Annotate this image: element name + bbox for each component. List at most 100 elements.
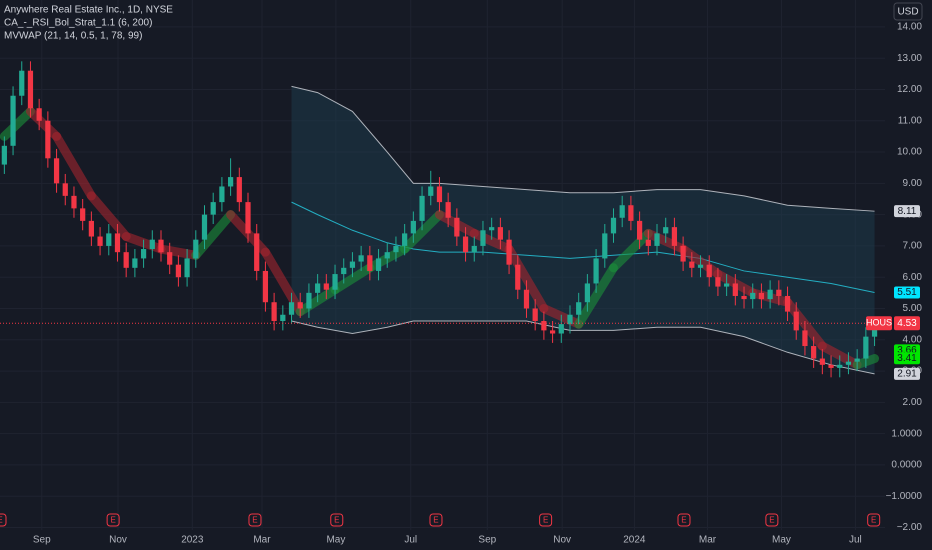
symbol-label: HOUS: [866, 318, 892, 328]
candle-body: [819, 358, 825, 365]
candle-body: [315, 283, 321, 293]
price-label-box: [894, 286, 920, 299]
candle-body: [341, 267, 347, 275]
candle-body: [201, 214, 208, 240]
candle-body: [784, 295, 791, 312]
candle-body: [53, 158, 60, 184]
candle-body: [523, 289, 530, 309]
y-tick-label: −1.0000: [886, 491, 923, 502]
candle-body: [845, 361, 852, 365]
candle-body: [193, 239, 199, 259]
candle-body: [19, 70, 25, 96]
x-tick-label: Sep: [478, 535, 496, 546]
earnings-label: E: [543, 516, 548, 525]
candle-body: [271, 302, 277, 322]
price-label: 5.51: [897, 287, 917, 298]
price-label-box: [894, 205, 920, 218]
candle-body: [654, 233, 660, 246]
mvwap-segment: [260, 247, 305, 317]
price-label: 8.11: [898, 206, 917, 217]
candle-body: [724, 283, 730, 287]
x-tick-label: Jul: [404, 535, 417, 546]
candle-body: [149, 239, 155, 250]
candle-body: [27, 70, 34, 109]
candle-body: [697, 264, 704, 268]
y-tick-label: 7.00: [903, 241, 923, 252]
candle-body: [602, 233, 608, 259]
candle-body: [837, 364, 843, 368]
x-tick-label: Sep: [33, 535, 51, 546]
candle-body: [454, 217, 460, 237]
currency[interactable]: USD: [897, 7, 918, 18]
candle-body: [576, 302, 582, 315]
candle-body: [445, 202, 451, 218]
mvwap-segment: [504, 244, 549, 313]
candle-body: [741, 295, 747, 300]
y-tick-label: 9.00: [903, 178, 923, 189]
candle-body: [167, 252, 173, 265]
candle-body: [419, 195, 425, 221]
candle-body: [358, 255, 364, 262]
currency-button[interactable]: [893, 2, 923, 21]
earnings-marker: [330, 513, 344, 527]
candle-body: [515, 264, 521, 290]
candle-body: [80, 208, 86, 221]
mvwap-segment: [86, 191, 131, 242]
y-tick-label: 11.00: [898, 115, 923, 126]
candle-body: [140, 249, 147, 259]
x-tick-label: Mar: [699, 535, 717, 546]
candle-body: [367, 255, 373, 271]
candle-body: [506, 239, 512, 265]
mvwap-segment: [156, 244, 201, 260]
mvwap-segment: [574, 263, 618, 329]
candle-body: [306, 292, 312, 309]
candle-body: [558, 324, 564, 334]
candle-body: [132, 258, 138, 268]
y-tick-label: 5.00: [903, 303, 923, 314]
candle-body: [471, 245, 477, 253]
candle-body: [10, 95, 16, 146]
candle-body: [45, 120, 51, 159]
candle-body: [628, 205, 634, 221]
y-tick-label: 4.00: [903, 334, 923, 345]
candle-body: [210, 202, 216, 215]
x-tick-label: Mar: [253, 535, 271, 546]
candle-body: [393, 245, 399, 253]
candle-body: [489, 227, 495, 231]
candle-body: [62, 183, 68, 196]
candle-body: [114, 233, 121, 253]
candle-body: [88, 220, 94, 237]
band-lower: [291, 320, 875, 375]
candle-body: [245, 202, 251, 234]
x-tick-label: 2024: [623, 535, 646, 546]
candle-body: [610, 217, 617, 234]
y-tick-label: 12.00: [897, 84, 922, 95]
earnings-marker: [677, 513, 691, 527]
price-label-box: [894, 367, 920, 380]
y-tick-label: 2.00: [903, 397, 923, 408]
candle-body: [236, 177, 242, 203]
price-label: 2.91: [897, 369, 917, 380]
candle-body: [288, 302, 295, 315]
earnings-label: E: [334, 516, 339, 525]
candle-body: [497, 227, 503, 240]
candle-body: [297, 302, 303, 309]
candle-body: [410, 220, 416, 234]
candle-body: [567, 314, 573, 325]
earnings-marker: [765, 513, 779, 527]
candle-body: [532, 308, 538, 322]
earnings-marker: [248, 513, 262, 527]
mvwap-segment: [0, 106, 35, 141]
candle-body: [384, 252, 390, 259]
candle-body: [828, 364, 834, 368]
candle-body: [619, 205, 625, 218]
candle-body: [480, 230, 486, 246]
candle-body: [671, 227, 678, 246]
candle-body: [227, 177, 234, 187]
candle-body: [776, 289, 782, 296]
candle-body: [811, 346, 817, 359]
x-tick-label: Jul: [849, 535, 862, 546]
mvwap-segment: [469, 228, 514, 254]
y-tick-label: 6.00: [903, 272, 923, 283]
